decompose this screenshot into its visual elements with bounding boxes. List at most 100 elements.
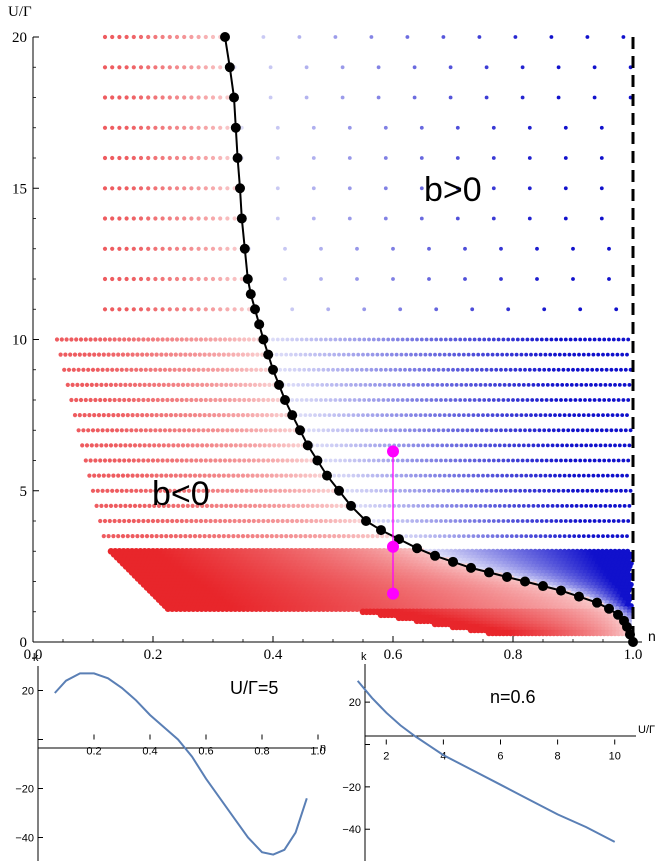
phase-dot [124,95,129,100]
phase-dot [404,473,409,478]
phase-dot [122,458,127,463]
phase-dot [289,352,293,357]
phase-dot [167,95,172,100]
phase-dot [294,518,300,524]
phase-dot [619,488,623,493]
phase-dot [385,352,389,357]
main-y-tick-label: 15 [12,181,27,197]
phase-dot [195,443,200,448]
phase-dot [173,352,178,357]
inset1-series-line [54,672,308,856]
boundary-point [592,597,602,608]
phase-dot [153,307,158,312]
phase-dot [100,428,105,433]
marker-point [387,587,399,600]
phase-dot [299,337,304,342]
phase-dot [500,352,505,357]
phase-dot [311,186,316,191]
phase-dot [268,95,273,100]
phase-dot [586,473,591,478]
phase-dot [479,367,484,372]
phase-dot [513,35,518,39]
phase-dot [100,488,105,493]
phase-dot [138,276,144,282]
phase-dot [117,397,122,403]
phase-dot [114,367,120,372]
phase-dot [303,413,308,417]
phase-dot [503,428,508,433]
phase-dot [591,473,596,478]
phase-dot [167,307,172,312]
phase-dot [499,488,503,493]
phase-dot [76,428,81,433]
phase-dot [239,125,244,130]
inset2-series-line [356,680,616,843]
phase-dot [254,428,259,433]
boundary-point [361,516,371,526]
phase-dot [575,367,580,372]
phase-dot [520,519,525,523]
phase-dot [69,397,74,403]
phase-dot [160,518,165,524]
phase-dot [286,443,291,448]
phase-dot [603,383,608,387]
phase-dot [328,458,333,463]
phase-dot [189,155,194,161]
phase-dot [399,413,404,417]
phase-dot [466,534,471,538]
phase-dot [575,488,580,493]
phase-dot [203,246,208,251]
phase-dot [291,383,296,387]
phase-dot [167,34,172,40]
phase-dot [585,367,590,372]
phase-dot [491,519,496,523]
phase-dot [119,428,124,433]
phase-dot [381,337,386,342]
phase-dot [369,367,374,372]
phase-dot [398,488,403,493]
phase-dot [322,413,327,417]
phase-dot [297,367,302,372]
phase-dot [287,488,292,493]
phase-dot [572,534,577,538]
phase-dot [419,156,424,160]
phase-dot [210,34,216,40]
phase-dot [383,216,388,221]
phase-dot [240,534,246,539]
phase-dot [173,413,178,418]
phase-dot [406,504,411,508]
phase-dot [326,307,331,312]
phase-dot [367,398,371,402]
phase-dot [449,383,454,387]
phase-dot [176,443,181,448]
phase-dot [114,428,120,433]
phase-dot [335,428,340,433]
phase-dot [309,458,314,463]
phase-dot [587,519,592,523]
main-y-tick-label: 20 [12,30,27,46]
phase-dot [515,398,520,402]
phase-dot [410,337,415,342]
phase-dot [307,367,311,372]
phase-dot [98,337,103,342]
phase-dot [489,367,494,372]
phase-dot [68,352,73,357]
phase-dot [453,337,458,342]
phase-dot [595,428,599,433]
phase-dot [403,428,407,433]
phase-dot [593,383,598,387]
phase-dot [467,519,472,523]
phase-dot [72,413,78,418]
phase-dot [222,337,228,342]
phase-dot [316,367,321,372]
phase-dot [530,519,535,523]
phase-dot [319,337,323,342]
phase-dot [88,397,93,403]
phase-dot [441,428,446,433]
phase-dot [110,34,115,40]
phase-dot [569,504,574,508]
phase-dot [112,397,117,403]
phase-dot [515,337,520,342]
phase-dot [243,503,248,508]
phase-dot [251,458,256,463]
